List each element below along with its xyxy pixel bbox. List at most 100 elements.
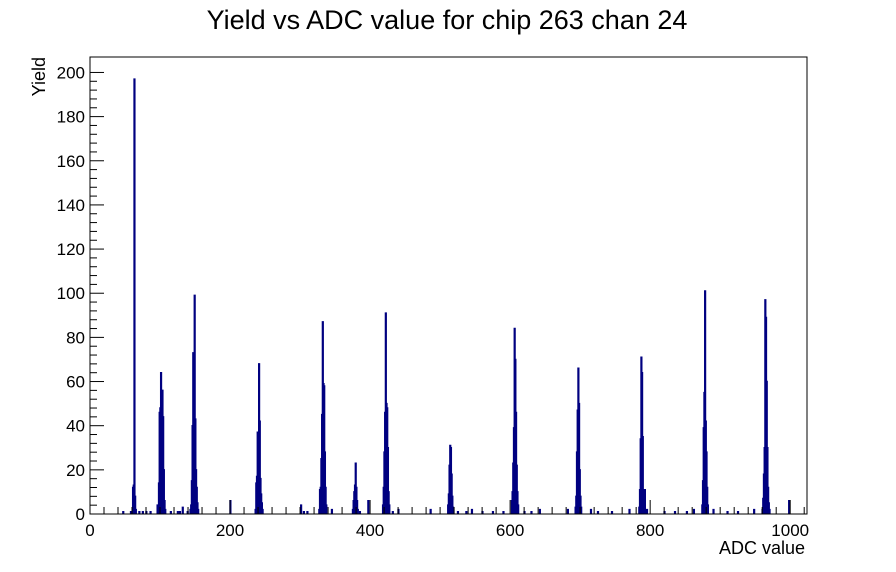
histogram-bin — [673, 511, 677, 514]
histogram-bin — [705, 451, 708, 514]
histogram-bin — [141, 511, 144, 514]
histogram-bin — [767, 502, 770, 514]
histogram-bin — [169, 511, 172, 514]
histogram-bin — [129, 511, 133, 514]
histogram-bin — [643, 488, 646, 514]
histogram-bin — [491, 511, 495, 514]
histogram-bin — [768, 508, 771, 514]
histogram-bin — [610, 511, 614, 514]
histogram-bin — [196, 502, 199, 514]
histogram-bin — [194, 418, 197, 514]
histogram-bin — [706, 486, 709, 514]
x-tick-label: 800 — [636, 521, 664, 540]
histogram-bin — [195, 486, 198, 514]
histogram-bin — [356, 508, 359, 514]
x-tick-label: 200 — [216, 521, 244, 540]
y-tick-label: 40 — [66, 417, 85, 436]
y-tick-label: 20 — [66, 461, 85, 480]
y-tick-label: 120 — [57, 240, 85, 259]
histogram-bin — [306, 511, 309, 514]
histogram-bin — [197, 508, 200, 514]
histogram-bin — [788, 500, 791, 514]
histogram-bin — [450, 473, 453, 514]
histogram-bin — [388, 504, 391, 514]
histogram-bin — [302, 511, 306, 514]
x-tick-label: 0 — [85, 521, 94, 540]
histogram-bin — [456, 511, 460, 514]
histogram-bin — [367, 500, 370, 514]
y-tick-label: 100 — [57, 284, 85, 303]
histogram-bin — [596, 511, 600, 514]
histogram-bin — [162, 469, 165, 514]
histogram-bin — [258, 420, 261, 514]
histogram-bin — [134, 508, 137, 514]
histogram-bin — [387, 491, 390, 514]
histogram-bin — [589, 508, 593, 514]
histogram-bin — [704, 290, 707, 514]
histogram-bin — [134, 495, 137, 514]
histogram-bin — [451, 506, 455, 514]
histogram-bin — [645, 508, 649, 514]
axes: 0 200 400 600 800 1000 0 20 40 60 80 100 120 140 160 18… — [57, 63, 809, 540]
histogram-bin — [300, 504, 303, 514]
histogram-bin — [330, 508, 334, 514]
histogram-bin — [514, 411, 518, 514]
histogram-bin — [578, 469, 581, 514]
histogram-bin — [181, 506, 184, 514]
histogram-bin — [767, 486, 770, 514]
histogram-bin — [579, 495, 582, 514]
histogram-bin — [386, 447, 390, 514]
histogram-bin — [692, 508, 696, 514]
histogram-bin — [164, 508, 167, 514]
histogram-bin — [325, 504, 328, 514]
histogram-bin — [766, 447, 769, 514]
histogram-bin — [753, 508, 756, 514]
histogram-bin — [138, 511, 141, 514]
x-tick-label: 1000 — [771, 521, 809, 540]
histogram-bin — [156, 504, 159, 514]
plot-frame — [89, 56, 808, 515]
histogram-bin — [641, 435, 644, 514]
histogram-bins — [122, 78, 791, 514]
histogram-bin — [580, 506, 583, 514]
histogram-bin — [451, 495, 454, 514]
histogram-bin — [149, 511, 152, 514]
histogram-bin — [193, 294, 196, 514]
y-tick-label: 160 — [57, 152, 85, 171]
histogram-bin — [261, 508, 264, 514]
x-tick-label: 600 — [496, 521, 524, 540]
x-axis-label: ADC value — [719, 538, 805, 558]
histogram-bin — [323, 385, 326, 514]
histogram-bin — [470, 508, 474, 514]
histogram-bin — [465, 511, 468, 514]
y-axis-label: Yield — [29, 57, 49, 96]
histogram-bin — [429, 508, 432, 514]
histogram-bin — [515, 464, 518, 514]
y-tick-label: 180 — [57, 108, 85, 127]
histogram-bin — [162, 416, 165, 514]
histogram-bin — [176, 511, 179, 514]
histogram-bin — [133, 78, 136, 514]
histogram-bin — [323, 451, 327, 514]
histogram-bin — [502, 511, 505, 514]
histogram-bin — [356, 500, 359, 514]
histogram-bin — [577, 402, 581, 514]
y-tick-label: 0 — [76, 505, 85, 524]
histogram-bin — [163, 500, 166, 514]
histogram-bin — [726, 511, 729, 514]
y-tick-label: 140 — [57, 196, 85, 215]
histogram-bin — [122, 511, 125, 514]
histogram-bin — [538, 508, 541, 514]
histogram-bin — [358, 511, 362, 514]
histogram-bin — [628, 508, 631, 514]
histogram-bin — [685, 511, 689, 514]
histogram-bin — [566, 508, 569, 514]
histogram-bin — [178, 511, 182, 514]
histogram-bin — [517, 504, 520, 514]
histogram-bin — [260, 502, 263, 514]
histogram-bin — [706, 504, 710, 514]
histogram-bin — [391, 511, 394, 514]
histogram-bin — [736, 511, 740, 514]
